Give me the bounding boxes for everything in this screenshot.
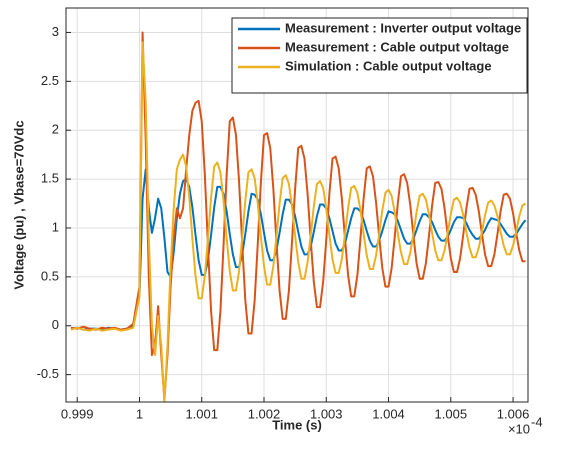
y-tick-label: 1 <box>52 219 59 234</box>
legend-label: Simulation : Cable output voltage <box>285 58 492 73</box>
legend-box <box>231 17 528 94</box>
x-tick-label: 1.002 <box>248 406 281 421</box>
y-tick-label: 2 <box>52 122 59 137</box>
legend-label: Measurement : Cable output voltage <box>285 39 509 54</box>
x-tick-label: 1.006 <box>497 406 530 421</box>
x-tick-label: 1.004 <box>372 406 405 421</box>
x-tick-label: 1 <box>136 406 143 421</box>
series-line <box>70 168 527 331</box>
y-tick-label: 1.5 <box>41 171 59 186</box>
y-tick-label: 0 <box>52 317 59 332</box>
y-tick-label: -0.5 <box>37 366 59 381</box>
y-tick-label: 2.5 <box>41 73 59 88</box>
axes-box <box>65 7 529 403</box>
series-line <box>70 41 527 402</box>
y-axis-label: Voltage (pu) , Vbase=70Vdc <box>11 120 26 289</box>
x-tick-label: 1.001 <box>185 406 218 421</box>
x-tick-label: 1.003 <box>310 406 343 421</box>
y-tick-label: 3 <box>52 24 59 39</box>
x-tick-label: 0.999 <box>61 406 94 421</box>
series-line <box>70 31 526 401</box>
x-exponent-base: ×10 <box>508 421 530 436</box>
x-exponent: -4 <box>531 414 543 429</box>
legend-label: Measurement : Inverter output voltage <box>285 20 521 35</box>
y-tick-label: 0.5 <box>41 268 59 283</box>
x-axis-label: Time (s) <box>272 417 322 432</box>
x-tick-label: 1.005 <box>435 406 468 421</box>
